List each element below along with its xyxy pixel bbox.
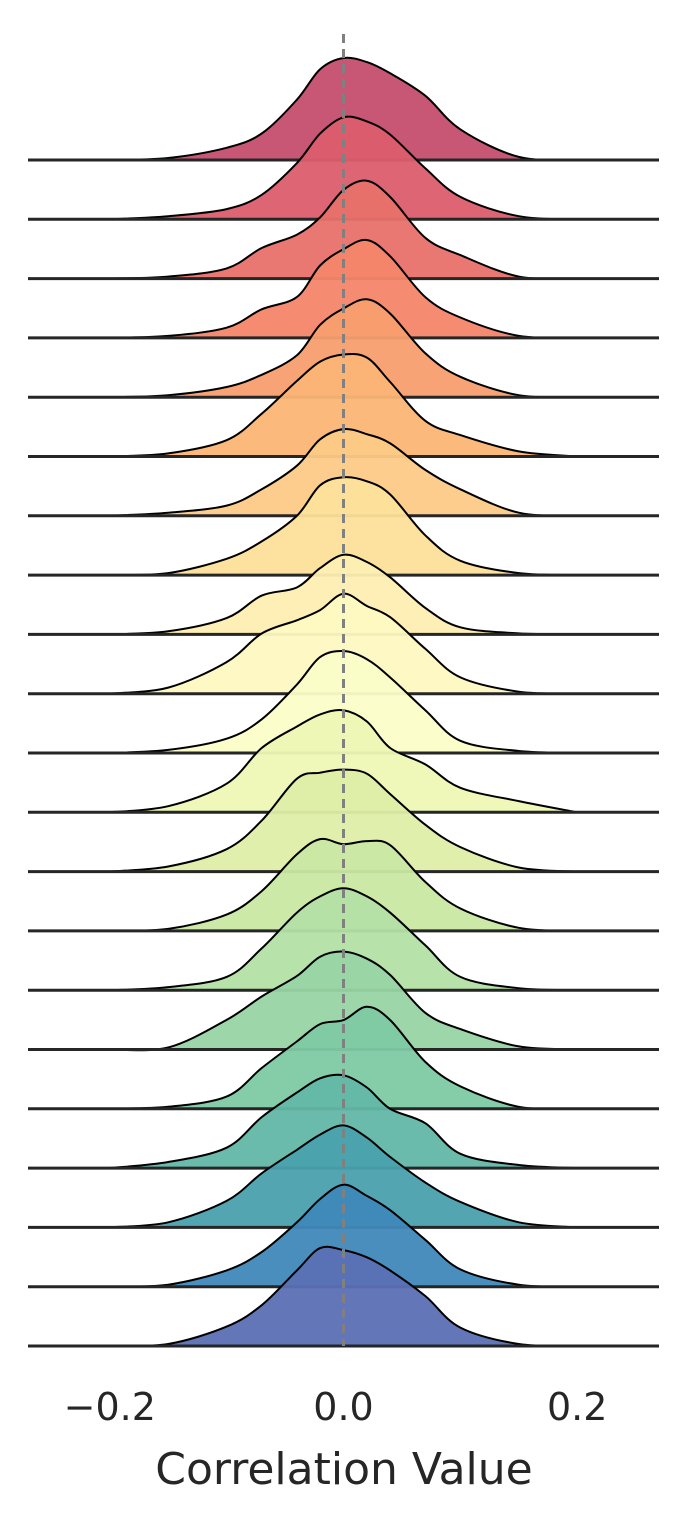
ridge-8-area [109,477,578,576]
ridge-6-area [109,353,578,457]
ridge-17-outline [109,1005,578,1111]
x-tick-label: −0.2 [64,1385,156,1429]
ridge-15-outline [109,887,578,992]
x-tick-label: 0.0 [313,1385,373,1429]
ridge-14-area [109,838,578,931]
ridge-2-area [109,116,578,220]
ridge-9-outline [109,553,578,636]
ridge-20-outline [109,1183,578,1288]
ridge-5-area [109,299,578,398]
x-axis-label: Correlation Value [155,1444,532,1495]
ridge-4-area [109,239,578,339]
x-tick-label: 0.2 [547,1385,607,1429]
ridge-10-area [109,593,578,694]
ridge-1-area [109,57,578,161]
x-axis-ticks: −0.2 0.0 0.2 [64,1385,608,1429]
ridge-19-outline [109,1124,578,1229]
